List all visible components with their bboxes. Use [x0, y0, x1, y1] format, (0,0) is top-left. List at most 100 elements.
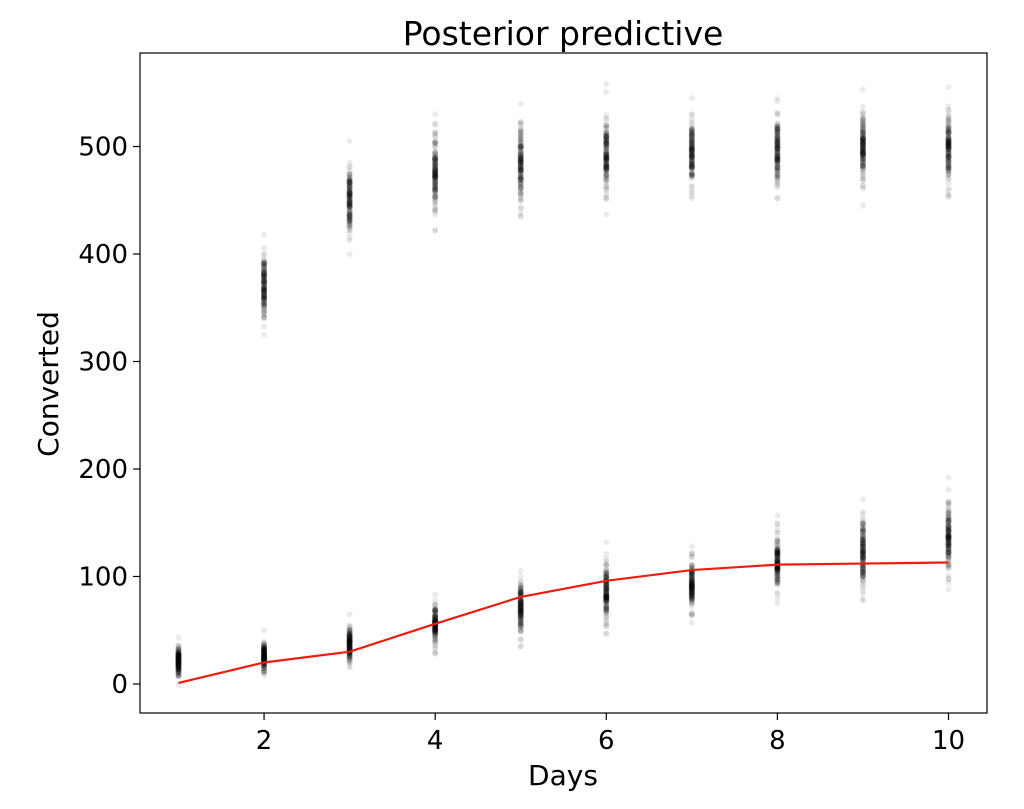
sample-point [432, 187, 439, 194]
sample-point [261, 664, 268, 671]
sample-point [603, 163, 610, 170]
sample-point [603, 586, 610, 593]
sample-point [175, 634, 182, 641]
sample-point [774, 162, 781, 169]
sample-point [603, 595, 610, 602]
sample-point [774, 152, 781, 159]
sample-points [175, 81, 952, 687]
sample-point [432, 606, 439, 613]
sample-point [945, 140, 952, 147]
sample-point [859, 151, 866, 158]
sample-point [432, 629, 439, 636]
sample-point [432, 180, 439, 187]
sample-point [603, 194, 610, 201]
sample-point [603, 550, 610, 557]
sample-point [859, 135, 866, 142]
sample-point [603, 141, 610, 148]
sample-point [945, 150, 952, 157]
sample-point [261, 650, 268, 657]
sample-point [432, 186, 439, 193]
sample-point [261, 650, 268, 657]
sample-point [945, 139, 952, 146]
sample-point [774, 120, 781, 127]
sample-point [517, 139, 524, 146]
sample-point [945, 143, 952, 150]
sample-point [517, 599, 524, 606]
sample-point [346, 632, 353, 639]
sample-point [517, 587, 524, 594]
sample-point [774, 157, 781, 164]
sample-point [346, 640, 353, 647]
sample-point [688, 162, 695, 169]
sample-point [603, 133, 610, 140]
sample-point [261, 665, 268, 672]
sample-point [261, 278, 268, 285]
sample-point [261, 279, 268, 286]
sample-point [517, 608, 524, 615]
sample-point [346, 212, 353, 219]
sample-point [859, 141, 866, 148]
sample-point [603, 138, 610, 145]
sample-point [432, 133, 439, 140]
sample-point [774, 159, 781, 166]
sample-point [603, 154, 610, 161]
sample-point [517, 177, 524, 184]
sample-point [261, 652, 268, 659]
sample-point [603, 139, 610, 146]
sample-point [859, 509, 866, 516]
sample-point [432, 170, 439, 177]
sample-point [774, 148, 781, 155]
sample-point [603, 539, 610, 546]
sample-point [859, 147, 866, 154]
sample-point [517, 159, 524, 166]
sample-point [517, 603, 524, 610]
sample-point [688, 147, 695, 154]
sample-point [346, 191, 353, 198]
sample-point [688, 125, 695, 132]
sample-point [517, 159, 524, 166]
sample-point [432, 139, 439, 146]
sample-point [603, 585, 610, 592]
sample-point [432, 167, 439, 174]
sample-point [261, 646, 268, 653]
sample-point [175, 666, 182, 673]
sample-point [517, 604, 524, 611]
sample-point [517, 156, 524, 163]
sample-point [603, 593, 610, 600]
sample-point [346, 638, 353, 645]
sample-point [346, 178, 353, 185]
sample-point [603, 595, 610, 602]
sample-point [346, 183, 353, 190]
sample-point [175, 661, 182, 668]
sample-point [175, 658, 182, 665]
sample-point [261, 293, 268, 300]
sample-point [261, 286, 268, 293]
sample-point [432, 169, 439, 176]
sample-point [774, 149, 781, 156]
sample-point [261, 665, 268, 672]
sample-point [945, 162, 952, 169]
sample-point [517, 213, 524, 220]
sample-point [688, 143, 695, 150]
sample-point [517, 156, 524, 163]
sample-point [432, 148, 439, 155]
sample-point [432, 616, 439, 623]
sample-point [688, 152, 695, 159]
sample-point [175, 665, 182, 672]
sample-point [432, 173, 439, 180]
sample-point [859, 136, 866, 143]
sample-point [945, 117, 952, 124]
sample-point [517, 161, 524, 168]
sample-point [688, 579, 695, 586]
sample-point [688, 135, 695, 142]
sample-point [517, 174, 524, 181]
sample-point [859, 130, 866, 137]
sample-point [517, 621, 524, 628]
sample-point [432, 156, 439, 163]
sample-point [432, 188, 439, 195]
sample-point [517, 167, 524, 174]
chart-title: Posterior predictive [403, 14, 724, 53]
sample-point [603, 597, 610, 604]
sample-point [346, 639, 353, 646]
sample-point [603, 587, 610, 594]
